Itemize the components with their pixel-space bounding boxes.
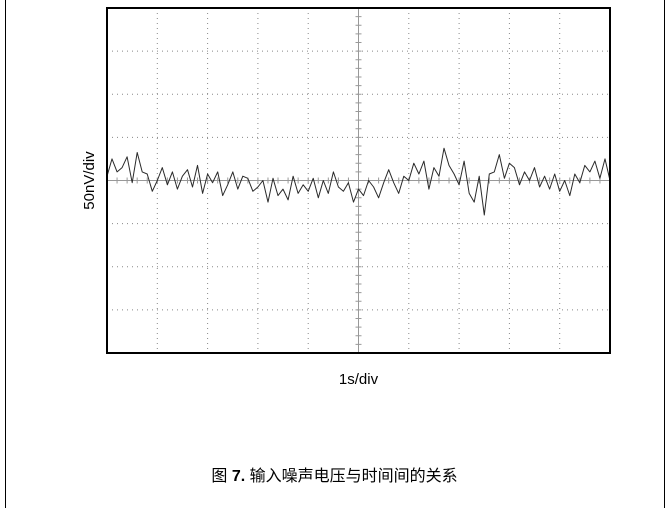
document-frame [5,0,665,508]
caption-number: 7. [231,468,246,485]
y-axis-label: 50nV/div [81,151,98,210]
oscilloscope-chart: 1s/div 50nV/div [81,7,611,388]
figure-caption: 图 7. 输入噪声电压与时间间的关系 [0,462,669,486]
plot-border [106,7,611,354]
caption-prefix: 图 [211,468,228,485]
noise-trace [106,147,611,216]
x-axis-label: 1s/div [339,371,379,388]
caption-text: 输入噪声电压与时间间的关系 [249,468,458,485]
